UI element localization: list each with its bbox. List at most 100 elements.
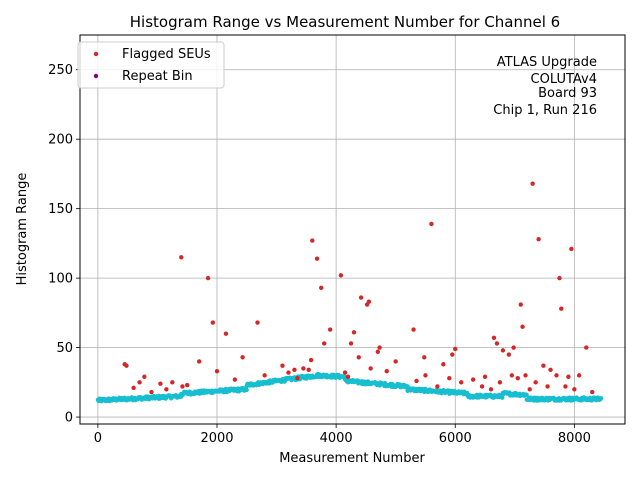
flagged-seu-point: [482, 374, 488, 379]
flagged-seu-point: [301, 366, 306, 371]
flagged-seu-point: [286, 370, 291, 375]
flagged-seu-point: [491, 335, 497, 341]
y-tick-label: 0: [65, 411, 73, 426]
x-axis-label: Measurement Number: [279, 451, 425, 466]
flagged-seu-point: [223, 331, 229, 336]
x-tick-label: 0: [94, 431, 102, 446]
flagged-seu-point: [180, 384, 185, 389]
flagged-seu-point: [435, 384, 440, 389]
baseline-point: [599, 396, 604, 401]
flagged-seu-point: [422, 355, 427, 360]
flagged-seu-point: [170, 380, 175, 385]
flagged-seu-point: [548, 367, 553, 373]
flagged-seu-point: [310, 238, 315, 243]
flagged-seu-point: [563, 384, 568, 389]
flagged-seu-point: [292, 367, 297, 373]
flagged-seu-point: [142, 374, 147, 379]
flagged-seu-point: [509, 373, 515, 378]
y-axis-label: Histogram Range: [15, 173, 30, 286]
flagged-seu-point: [356, 355, 361, 360]
axis-ticks: 0 2000 4000 6000 8000 0 50 100 150 200 250: [48, 63, 591, 446]
flagged-seu-point: [441, 362, 446, 367]
flagged-seu-point: [511, 345, 516, 350]
flagged-seu-point: [533, 380, 538, 385]
baseline-point: [524, 392, 529, 397]
flagged-seu-point: [210, 320, 216, 325]
flagged-seu-point: [500, 348, 506, 353]
flagged-seu-point: [377, 345, 382, 350]
flagged-seu-point: [131, 385, 136, 391]
flagged-seu-point: [494, 341, 500, 346]
baseline-series: [95, 371, 604, 404]
y-tick-label: 250: [48, 63, 73, 78]
flagged-seu-point: [523, 373, 528, 378]
flagged-seu-point: [584, 345, 589, 350]
flagged-seu-point: [342, 370, 348, 375]
flagged-seu-point: [497, 380, 503, 385]
flagged-seu-point: [137, 380, 142, 385]
x-tick-label: 2000: [200, 431, 233, 446]
baseline-point: [244, 387, 249, 393]
flagged-seu-point: [423, 373, 428, 378]
y-tick-label: 200: [48, 133, 73, 148]
run-annotation: ATLAS Upgrade COLUTAv4 Board 93 Chip 1, …: [493, 55, 597, 118]
flagged-seu-point: [366, 299, 372, 304]
flagged-seu-point: [393, 359, 398, 364]
flagged-seu-point: [488, 387, 494, 392]
y-tick-label: 50: [56, 341, 73, 356]
flagged-seu-point: [164, 387, 169, 392]
flagged-seu-point: [322, 341, 327, 346]
flagged-seu-point: [470, 377, 476, 382]
flagged-seu-point: [255, 320, 260, 325]
flagged-seu-point: [280, 363, 285, 368]
flagged-seu-point: [411, 327, 416, 332]
flagged-seu-point: [541, 363, 546, 368]
baseline-point: [500, 395, 505, 400]
flagged-seu-point: [185, 382, 190, 388]
flagged-seu-point: [414, 378, 419, 384]
flagged-seu-point: [515, 375, 520, 381]
flagged-seu-point: [429, 221, 434, 227]
flagged-seu-point: [453, 346, 458, 352]
legend-label-flagged-seus: Flagged SEUs: [122, 47, 211, 62]
x-tick-label: 6000: [439, 431, 472, 446]
flagged-seu-point: [179, 255, 184, 260]
flagged-seu-point: [205, 275, 211, 281]
flagged-seu-point: [545, 384, 550, 389]
flagged-seu-point: [569, 246, 574, 252]
flagged-seu-point: [158, 381, 163, 386]
flagged-seu-point: [566, 374, 571, 379]
annotation-line: ATLAS Upgrade: [497, 55, 597, 70]
flagged-seu-point: [554, 373, 559, 378]
flagged-seu-point: [232, 377, 238, 382]
legend-label-repeat-bin: Repeat Bin: [122, 69, 193, 84]
flagged-seu-point: [358, 295, 364, 300]
plot-frame: [79, 34, 626, 425]
flagged-seu-point: [149, 389, 154, 395]
flagged-seu-point: [572, 387, 577, 392]
flagged-seu-point: [308, 357, 314, 363]
flagged-seu-point: [520, 324, 525, 329]
flagged-seu-point: [590, 389, 595, 395]
flagged-seu-point: [375, 349, 381, 354]
flagged-seu-point: [479, 384, 485, 389]
annotation-line: COLUTAv4: [531, 72, 597, 87]
flagged-seu-point: [319, 285, 324, 291]
legend: Flagged SEUs Repeat Bin: [77, 41, 225, 89]
y-tick-label: 150: [48, 202, 73, 217]
flagged-seu-point: [338, 273, 344, 278]
annotation-line: Chip 1, Run 216: [493, 103, 597, 118]
flagged-seu-point: [450, 352, 455, 357]
flagged-seu-point: [459, 380, 464, 385]
flagged-seu-point: [196, 359, 202, 364]
flagged-seu-point: [327, 327, 333, 332]
flagged-seu-point: [447, 375, 452, 381]
flagged-seu-point: [559, 306, 564, 311]
flagged-seu-point: [530, 181, 535, 186]
y-tick-label: 100: [48, 272, 73, 287]
flagged-seu-point: [240, 355, 245, 360]
flagged-seu-point: [306, 367, 311, 373]
flagged-seu-point: [348, 341, 354, 346]
